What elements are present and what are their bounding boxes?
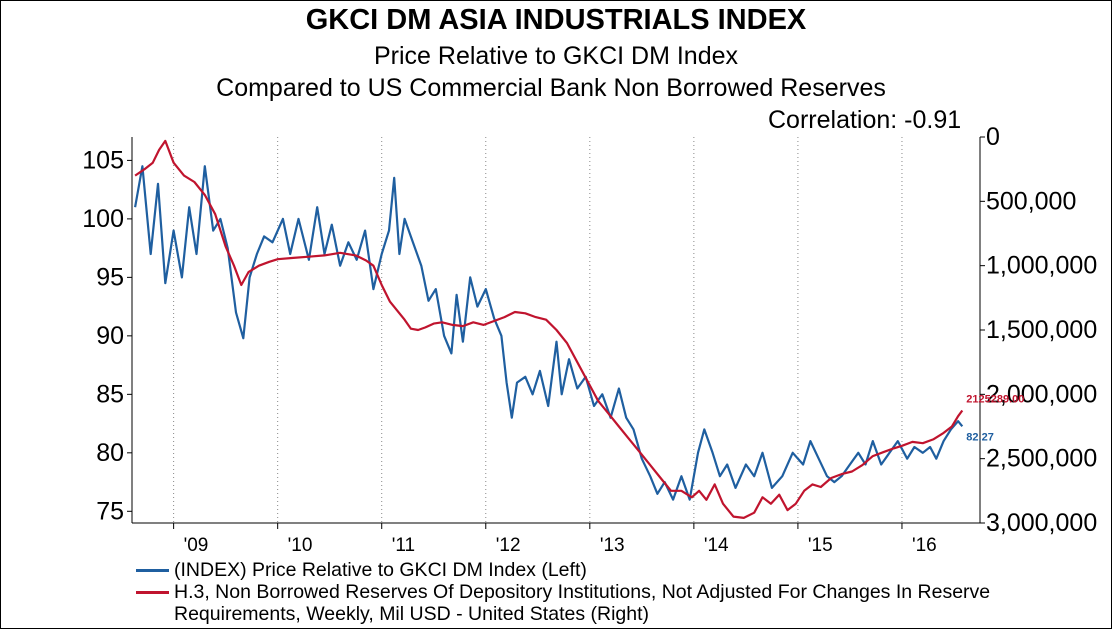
x-tick-label: '09 [184,535,209,556]
right-tick-label: 0 [986,123,1000,151]
x-tick-label: '16 [912,535,937,556]
left-tick-label: 80 [96,439,124,467]
last-value-label-index: 82.27 [966,431,994,443]
x-tick-label: '11 [392,535,415,556]
legend-label-index: (INDEX) Price Relative to GKCI DM Index … [174,559,587,581]
right-tick-label: 500,000 [986,187,1076,215]
series-line-reserves [134,139,964,520]
legend-swatch-red [136,591,169,594]
legend: (INDEX) Price Relative to GKCI DM Index … [136,559,1004,625]
x-tick-label: '12 [496,535,521,556]
right-tick-label: 1,500,000 [986,316,1097,344]
left-tick-label: 90 [96,322,124,350]
chart-title: GKCI DM ASIA INDUSTRIALS INDEX [305,4,807,36]
legend-item-reserves: H.3, Non Borrowed Reserves Of Depository… [136,581,1004,625]
series-layer [134,139,964,520]
series-line-index [134,165,964,501]
left-tick-label: 95 [96,263,124,291]
right-tick-label: 2,500,000 [986,445,1097,473]
right-tick-label: 3,000,000 [986,509,1097,537]
x-tick-label: '14 [704,535,729,556]
tick-labels: '09 '10 '11 '12 '13 '14 '15 '16 105 100 95 90 85 80 75… [82,123,1097,556]
left-tick-label: 105 [82,146,124,174]
legend-swatch-blue [136,569,169,572]
correlation-annotation: Correlation: -0.91 [768,106,962,134]
x-tick-label: '15 [808,535,833,556]
right-tick-label: 1,000,000 [986,252,1097,280]
right-tick-label: 2,000,000 [986,380,1097,408]
last-value-label-reserves: 2125289.00 [966,393,1024,405]
left-tick-label: 100 [82,205,124,233]
chart-subtitle: Price Relative to GKCI DM Index [373,42,738,70]
left-tick-label: 75 [96,497,124,525]
x-tick-label: '13 [600,535,625,556]
legend-item-index: (INDEX) Price Relative to GKCI DM Index … [136,559,1004,581]
axes [127,136,985,529]
left-tick-label: 85 [96,380,124,408]
x-tick-label: '10 [288,535,313,556]
gridlines [173,137,903,523]
chart-subtitle-2: Compared to US Commercial Bank Non Borro… [216,74,886,102]
legend-label-reserves: H.3, Non Borrowed Reserves Of Depository… [174,581,991,625]
